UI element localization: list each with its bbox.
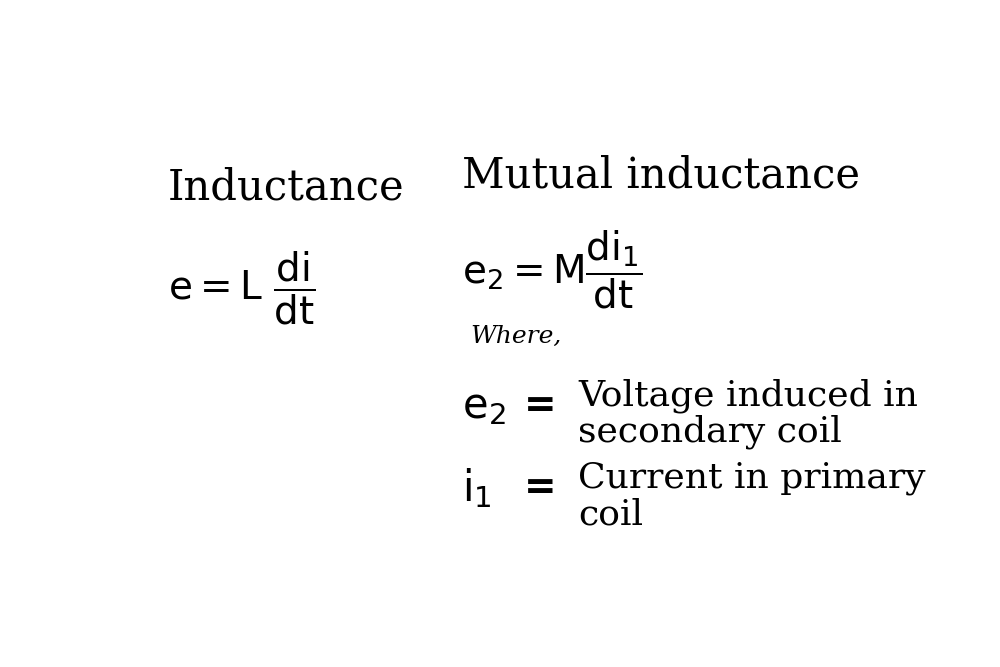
Text: coil: coil	[578, 497, 644, 531]
Text: $\mathsf{e_2}$: $\mathsf{e_2}$	[462, 385, 506, 427]
Text: Inductance: Inductance	[168, 167, 404, 209]
Text: $\mathsf{e = L\ \dfrac{di}{dt}}$: $\mathsf{e = L\ \dfrac{di}{dt}}$	[168, 249, 315, 327]
Text: Current in primary: Current in primary	[578, 461, 926, 495]
Text: =: =	[524, 387, 557, 425]
Text: Mutual inductance: Mutual inductance	[462, 154, 860, 196]
Text: $\mathsf{e_2 = M\dfrac{di_1}{dt}}$: $\mathsf{e_2 = M\dfrac{di_1}{dt}}$	[462, 229, 642, 311]
Text: $\mathsf{i_1}$: $\mathsf{i_1}$	[462, 466, 492, 510]
Text: Where,: Where,	[470, 325, 561, 348]
Text: =: =	[524, 470, 557, 508]
Text: secondary coil: secondary coil	[578, 415, 842, 449]
Text: Voltage induced in: Voltage induced in	[578, 379, 918, 413]
